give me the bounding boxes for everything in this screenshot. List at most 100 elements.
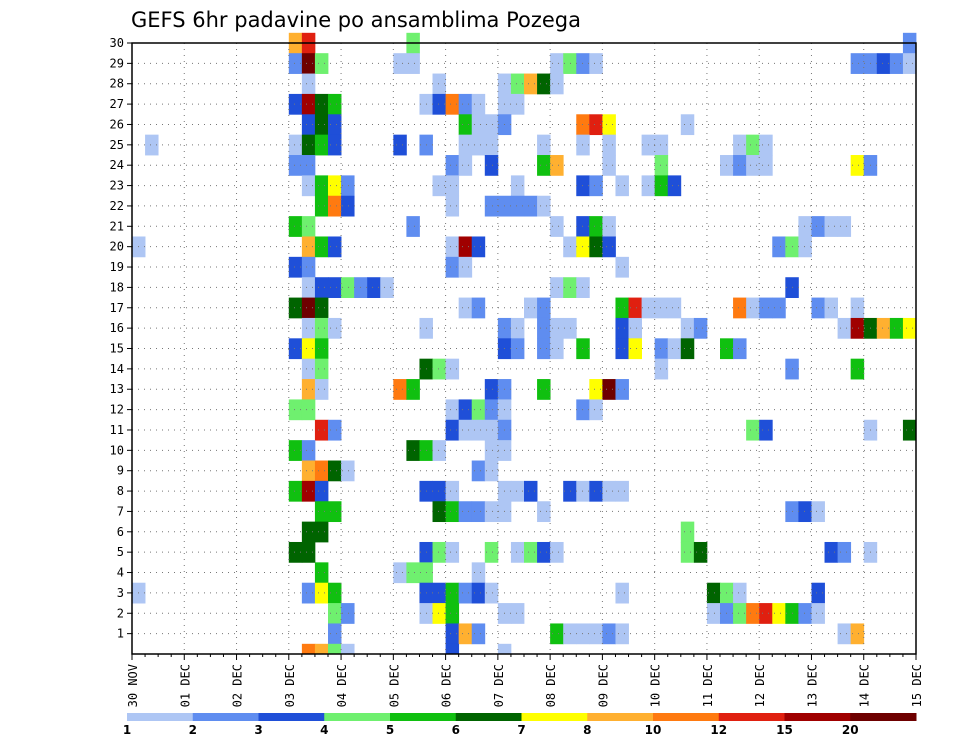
heatmap-cell <box>537 73 551 95</box>
heatmap-cell <box>537 379 551 400</box>
heatmap-cell <box>589 623 603 645</box>
heatmap-cell <box>145 134 159 156</box>
heatmap-cell <box>484 541 499 563</box>
heatmap-cell <box>576 277 590 298</box>
y-tick-label: 22 <box>110 199 124 213</box>
heatmap-cell <box>484 419 499 441</box>
heatmap-cell <box>667 175 682 197</box>
x-tick-label: 09 DEC <box>596 664 610 707</box>
colorbar-label: 3 <box>254 723 262 737</box>
heatmap-cell <box>680 521 695 543</box>
heatmap-cell <box>328 195 342 217</box>
heatmap-cell <box>746 297 760 319</box>
y-tick-label: 15 <box>110 342 124 356</box>
heatmap-cell <box>850 53 865 74</box>
colorbar-label: 2 <box>189 723 197 737</box>
heatmap-cell <box>328 114 342 136</box>
colorbar-swatch <box>521 713 588 721</box>
heatmap-cell <box>288 155 303 176</box>
heatmap-cell <box>693 541 708 563</box>
heatmap-cell <box>510 480 525 502</box>
heatmap-cell <box>393 562 407 584</box>
y-axis: 1234567891011121314151617181920212223242… <box>110 36 132 641</box>
heatmap-cell <box>458 236 473 258</box>
heatmap-cell <box>445 93 460 115</box>
heatmap-cell <box>537 338 551 360</box>
heatmap-cell <box>772 297 786 319</box>
heatmap-cell <box>510 175 525 197</box>
heatmap-cell <box>615 338 629 360</box>
heatmap-cell <box>680 114 695 136</box>
heatmap-cell <box>314 379 329 400</box>
colorbar: 1 2 3 4 5 6 7 8 10 12 15 20 <box>123 713 917 737</box>
heatmap-cell <box>484 379 499 400</box>
colorbar-swatch <box>718 713 785 721</box>
heatmap-cell <box>393 379 407 400</box>
heatmap-cell <box>458 155 473 176</box>
y-tick-label: 28 <box>110 77 124 91</box>
heatmap-cell <box>733 297 747 319</box>
heatmap-cell <box>314 419 329 441</box>
heatmap-cell <box>445 256 460 278</box>
heatmap-cell <box>406 53 420 74</box>
heatmap-cell <box>301 317 316 339</box>
heatmap-cell <box>445 419 460 441</box>
heatmap-cell <box>602 134 616 156</box>
heatmap-cell <box>550 623 564 645</box>
y-tick-label: 4 <box>117 566 124 580</box>
heatmap-cell <box>445 155 460 176</box>
heatmap-cell <box>576 399 590 421</box>
heatmap-cell <box>393 53 407 74</box>
heatmap-cell <box>445 195 460 217</box>
heatmap-cell <box>314 521 329 543</box>
heatmap-cell <box>314 297 329 319</box>
heatmap-cell <box>628 317 642 339</box>
colorbar-swatch <box>390 713 457 721</box>
heatmap-cell <box>484 195 499 217</box>
heatmap-cell <box>746 603 760 624</box>
heatmap-cell <box>667 297 682 319</box>
heatmap-cell <box>471 93 486 115</box>
heatmap-cell <box>471 501 486 523</box>
heatmap-cell <box>602 114 616 136</box>
heatmap-cell <box>471 582 486 604</box>
heatmap-cell <box>524 195 538 217</box>
heatmap-cell <box>288 399 303 421</box>
heatmap-cell <box>432 582 446 604</box>
colorbar-swatch <box>127 713 194 721</box>
heatmap-cell <box>876 53 891 74</box>
heatmap-cell <box>654 358 669 380</box>
heatmap-cell <box>589 379 603 400</box>
heatmap-cell <box>471 399 486 421</box>
heatmap-cell <box>328 277 342 298</box>
heatmap-cell <box>301 155 316 176</box>
heatmap-cell <box>432 480 446 502</box>
heatmap-cell <box>524 480 538 502</box>
heatmap-cell <box>432 93 446 115</box>
heatmap-cell <box>288 297 303 319</box>
heatmap-cell <box>301 175 316 197</box>
y-tick-label: 14 <box>110 362 124 376</box>
heatmap-cell <box>615 175 629 197</box>
heatmap-cell <box>301 53 316 74</box>
heatmap-cell <box>798 603 812 624</box>
heatmap-cell <box>563 53 577 74</box>
heatmap-cell <box>328 134 342 156</box>
heatmap-cell <box>589 216 603 237</box>
heatmap-cell <box>458 114 473 136</box>
heatmap-cell <box>484 134 499 156</box>
y-tick-label: 5 <box>117 545 124 559</box>
heatmap-cell <box>615 317 629 339</box>
y-tick-label: 6 <box>117 525 124 539</box>
heatmap-cell <box>602 155 616 176</box>
heatmap-cell <box>458 297 473 319</box>
x-tick-label: 12 DEC <box>753 664 767 707</box>
heatmap-cell <box>876 317 891 339</box>
heatmap-cell <box>850 155 865 176</box>
heatmap-cell <box>288 256 303 278</box>
heatmap-cell <box>288 480 303 502</box>
heatmap-cell <box>458 134 473 156</box>
heatmap-cell <box>471 419 486 441</box>
heatmap-cell <box>406 440 420 461</box>
